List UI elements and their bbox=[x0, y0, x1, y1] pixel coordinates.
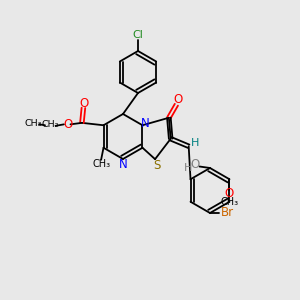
Text: S: S bbox=[153, 159, 160, 172]
Text: N: N bbox=[118, 158, 127, 171]
Text: N: N bbox=[141, 117, 150, 130]
Text: CH₃: CH₃ bbox=[92, 159, 110, 169]
Text: H: H bbox=[190, 138, 199, 148]
Text: O: O bbox=[225, 187, 234, 200]
Text: O: O bbox=[63, 118, 72, 131]
Text: H: H bbox=[184, 163, 192, 173]
Text: O: O bbox=[190, 158, 200, 171]
Text: CH₃: CH₃ bbox=[24, 119, 42, 128]
Text: O: O bbox=[80, 97, 89, 110]
Text: O: O bbox=[173, 93, 182, 106]
Text: CH₂: CH₂ bbox=[41, 120, 59, 129]
Text: Br: Br bbox=[220, 206, 234, 220]
Text: Cl: Cl bbox=[133, 30, 143, 40]
Text: CH₃: CH₃ bbox=[220, 197, 238, 207]
